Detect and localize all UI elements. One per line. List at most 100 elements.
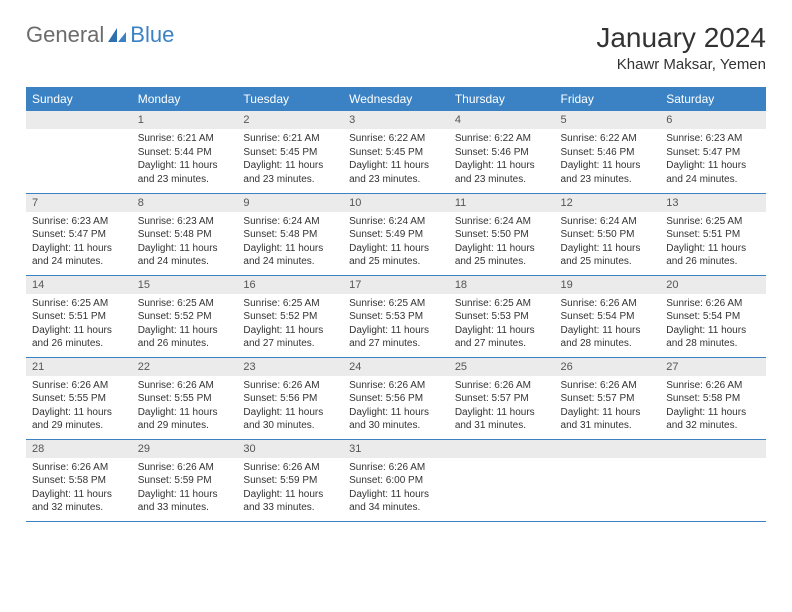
sunrise-text: Sunrise: 6:26 AM xyxy=(349,379,443,393)
sunset-text: Sunset: 6:00 PM xyxy=(349,474,443,488)
weekday-header: Wednesday xyxy=(343,87,449,111)
day-number: 9 xyxy=(237,194,343,212)
day-details: Sunrise: 6:26 AMSunset: 5:54 PMDaylight:… xyxy=(660,294,766,356)
sunset-text: Sunset: 5:59 PM xyxy=(243,474,337,488)
daylight-text: Daylight: 11 hours and 30 minutes. xyxy=(349,406,443,433)
daylight-text: Daylight: 11 hours and 26 minutes. xyxy=(32,324,126,351)
calendar-day-cell: 25Sunrise: 6:26 AMSunset: 5:57 PMDayligh… xyxy=(449,357,555,439)
sunrise-text: Sunrise: 6:26 AM xyxy=(561,297,655,311)
calendar-day-cell: 24Sunrise: 6:26 AMSunset: 5:56 PMDayligh… xyxy=(343,357,449,439)
day-number: 11 xyxy=(449,194,555,212)
day-number: 17 xyxy=(343,276,449,294)
weekday-header: Friday xyxy=(555,87,661,111)
calendar-week-row: 14Sunrise: 6:25 AMSunset: 5:51 PMDayligh… xyxy=(26,275,766,357)
sunset-text: Sunset: 5:51 PM xyxy=(32,310,126,324)
day-details: Sunrise: 6:26 AMSunset: 5:55 PMDaylight:… xyxy=(132,376,238,438)
day-number: 21 xyxy=(26,358,132,376)
calendar-day-cell: 29Sunrise: 6:26 AMSunset: 5:59 PMDayligh… xyxy=(132,439,238,521)
sunset-text: Sunset: 5:50 PM xyxy=(561,228,655,242)
calendar-day-cell: 30Sunrise: 6:26 AMSunset: 5:59 PMDayligh… xyxy=(237,439,343,521)
daylight-text: Daylight: 11 hours and 27 minutes. xyxy=(243,324,337,351)
weekday-header: Thursday xyxy=(449,87,555,111)
sunset-text: Sunset: 5:48 PM xyxy=(243,228,337,242)
day-number: 4 xyxy=(449,111,555,129)
day-details: Sunrise: 6:26 AMSunset: 5:58 PMDaylight:… xyxy=(26,458,132,520)
sunrise-text: Sunrise: 6:26 AM xyxy=(32,461,126,475)
calendar-page: General Blue January 2024 Khawr Maksar, … xyxy=(0,0,792,532)
sunset-text: Sunset: 5:56 PM xyxy=(349,392,443,406)
day-details: Sunrise: 6:24 AMSunset: 5:50 PMDaylight:… xyxy=(449,212,555,274)
sunrise-text: Sunrise: 6:26 AM xyxy=(138,461,232,475)
day-number: 10 xyxy=(343,194,449,212)
daylight-text: Daylight: 11 hours and 29 minutes. xyxy=(138,406,232,433)
sunrise-text: Sunrise: 6:25 AM xyxy=(32,297,126,311)
sunrise-text: Sunrise: 6:23 AM xyxy=(32,215,126,229)
day-details: Sunrise: 6:26 AMSunset: 5:59 PMDaylight:… xyxy=(237,458,343,520)
day-details: Sunrise: 6:26 AMSunset: 5:59 PMDaylight:… xyxy=(132,458,238,520)
day-number: 28 xyxy=(26,440,132,458)
day-number: 13 xyxy=(660,194,766,212)
sunset-text: Sunset: 5:54 PM xyxy=(561,310,655,324)
calendar-day-cell: 16Sunrise: 6:25 AMSunset: 5:52 PMDayligh… xyxy=(237,275,343,357)
weekday-header: Saturday xyxy=(660,87,766,111)
sunset-text: Sunset: 5:46 PM xyxy=(561,146,655,160)
daylight-text: Daylight: 11 hours and 31 minutes. xyxy=(561,406,655,433)
day-number: 27 xyxy=(660,358,766,376)
daylight-text: Daylight: 11 hours and 24 minutes. xyxy=(32,242,126,269)
sunset-text: Sunset: 5:47 PM xyxy=(32,228,126,242)
day-number xyxy=(26,111,132,129)
day-number: 16 xyxy=(237,276,343,294)
calendar-day-cell: 10Sunrise: 6:24 AMSunset: 5:49 PMDayligh… xyxy=(343,193,449,275)
calendar-day-cell xyxy=(660,439,766,521)
calendar-day-cell: 18Sunrise: 6:25 AMSunset: 5:53 PMDayligh… xyxy=(449,275,555,357)
day-details: Sunrise: 6:22 AMSunset: 5:46 PMDaylight:… xyxy=(449,129,555,191)
sunrise-text: Sunrise: 6:26 AM xyxy=(455,379,549,393)
sunset-text: Sunset: 5:54 PM xyxy=(666,310,760,324)
day-details: Sunrise: 6:25 AMSunset: 5:52 PMDaylight:… xyxy=(132,294,238,356)
day-details: Sunrise: 6:25 AMSunset: 5:51 PMDaylight:… xyxy=(660,212,766,274)
sunrise-text: Sunrise: 6:26 AM xyxy=(561,379,655,393)
day-details: Sunrise: 6:23 AMSunset: 5:47 PMDaylight:… xyxy=(26,212,132,274)
sunset-text: Sunset: 5:52 PM xyxy=(138,310,232,324)
calendar-day-cell: 14Sunrise: 6:25 AMSunset: 5:51 PMDayligh… xyxy=(26,275,132,357)
daylight-text: Daylight: 11 hours and 24 minutes. xyxy=(138,242,232,269)
daylight-text: Daylight: 11 hours and 23 minutes. xyxy=(243,159,337,186)
sunrise-text: Sunrise: 6:24 AM xyxy=(349,215,443,229)
day-number: 24 xyxy=(343,358,449,376)
daylight-text: Daylight: 11 hours and 23 minutes. xyxy=(455,159,549,186)
day-details: Sunrise: 6:26 AMSunset: 5:58 PMDaylight:… xyxy=(660,376,766,438)
day-details: Sunrise: 6:25 AMSunset: 5:53 PMDaylight:… xyxy=(343,294,449,356)
day-details: Sunrise: 6:23 AMSunset: 5:48 PMDaylight:… xyxy=(132,212,238,274)
sunrise-text: Sunrise: 6:21 AM xyxy=(243,132,337,146)
sunset-text: Sunset: 5:46 PM xyxy=(455,146,549,160)
location-label: Khawr Maksar, Yemen xyxy=(596,56,766,73)
month-title: January 2024 xyxy=(596,22,766,54)
title-block: January 2024 Khawr Maksar, Yemen xyxy=(596,22,766,73)
calendar-day-cell: 4Sunrise: 6:22 AMSunset: 5:46 PMDaylight… xyxy=(449,111,555,193)
sunset-text: Sunset: 5:55 PM xyxy=(138,392,232,406)
day-details: Sunrise: 6:26 AMSunset: 5:55 PMDaylight:… xyxy=(26,376,132,438)
day-details: Sunrise: 6:26 AMSunset: 5:54 PMDaylight:… xyxy=(555,294,661,356)
day-details: Sunrise: 6:24 AMSunset: 5:49 PMDaylight:… xyxy=(343,212,449,274)
sunrise-text: Sunrise: 6:24 AM xyxy=(561,215,655,229)
sunset-text: Sunset: 5:50 PM xyxy=(455,228,549,242)
day-details: Sunrise: 6:26 AMSunset: 5:57 PMDaylight:… xyxy=(449,376,555,438)
sunrise-text: Sunrise: 6:26 AM xyxy=(243,461,337,475)
sunset-text: Sunset: 5:58 PM xyxy=(666,392,760,406)
page-header: General Blue January 2024 Khawr Maksar, … xyxy=(26,22,766,73)
calendar-day-cell: 2Sunrise: 6:21 AMSunset: 5:45 PMDaylight… xyxy=(237,111,343,193)
day-details: Sunrise: 6:26 AMSunset: 5:56 PMDaylight:… xyxy=(343,376,449,438)
daylight-text: Daylight: 11 hours and 28 minutes. xyxy=(666,324,760,351)
brand-logo: General Blue xyxy=(26,22,174,48)
calendar-day-cell: 9Sunrise: 6:24 AMSunset: 5:48 PMDaylight… xyxy=(237,193,343,275)
sunrise-text: Sunrise: 6:22 AM xyxy=(349,132,443,146)
sunrise-text: Sunrise: 6:21 AM xyxy=(138,132,232,146)
calendar-week-row: 1Sunrise: 6:21 AMSunset: 5:44 PMDaylight… xyxy=(26,111,766,193)
weekday-header: Sunday xyxy=(26,87,132,111)
day-details: Sunrise: 6:23 AMSunset: 5:47 PMDaylight:… xyxy=(660,129,766,191)
calendar-day-cell: 26Sunrise: 6:26 AMSunset: 5:57 PMDayligh… xyxy=(555,357,661,439)
daylight-text: Daylight: 11 hours and 23 minutes. xyxy=(561,159,655,186)
brand-sail-icon xyxy=(108,28,126,42)
day-details xyxy=(449,458,555,508)
calendar-day-cell: 27Sunrise: 6:26 AMSunset: 5:58 PMDayligh… xyxy=(660,357,766,439)
